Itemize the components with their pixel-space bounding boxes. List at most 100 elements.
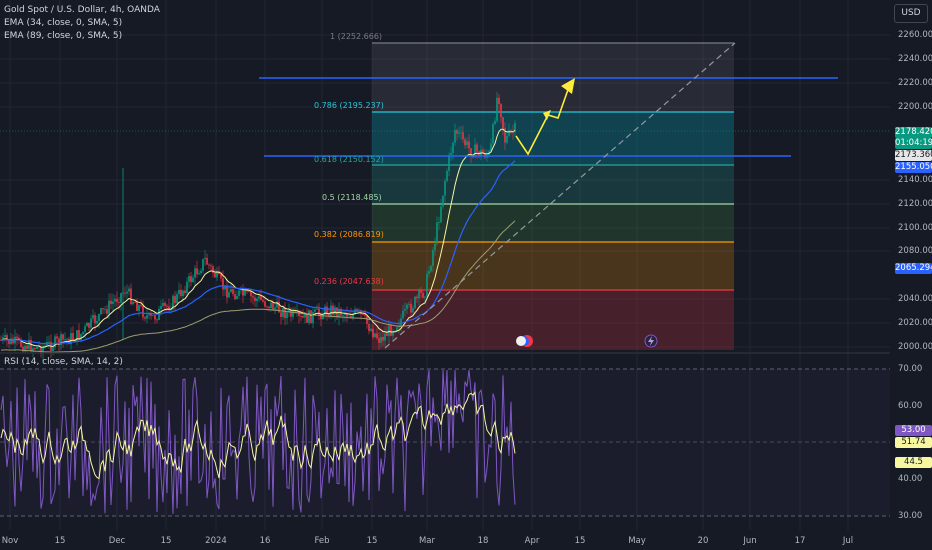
candle-body <box>170 309 172 311</box>
price-label: 2020.000 <box>898 318 932 328</box>
candle-body <box>2 337 4 341</box>
rsi-ma-line <box>0 391 516 480</box>
candle-body <box>80 333 82 340</box>
candle-body <box>404 308 406 311</box>
rsi-legend[interactable]: RSI (14, close, SMA, 14, 2) <box>4 357 123 367</box>
candle-body <box>84 326 86 332</box>
candle-body <box>432 250 434 266</box>
candle-body <box>128 288 130 292</box>
candle-body <box>514 123 516 133</box>
candle-body <box>418 290 420 299</box>
last-price-tag: 2178.420 <box>895 127 932 138</box>
candle-body <box>214 272 216 278</box>
price-label: 2100.000 <box>898 223 932 233</box>
candle-body <box>338 308 340 318</box>
fib-level-0382: 0.382 (2086.819) <box>314 230 384 239</box>
candle-body <box>142 305 144 318</box>
candle-body <box>316 308 318 310</box>
candle-body <box>38 346 40 348</box>
candle-body <box>6 335 8 341</box>
candle-body <box>262 299 264 302</box>
rsi-label: 70.00 <box>898 364 923 374</box>
candle-body <box>342 315 344 316</box>
candle-body <box>224 285 226 290</box>
candle-body <box>328 314 330 317</box>
candle-body <box>288 309 290 313</box>
candle-body <box>320 314 322 320</box>
candle-body <box>280 312 282 318</box>
time-label: Jun <box>743 536 757 546</box>
candle-body <box>500 103 502 118</box>
candle-body <box>114 298 116 302</box>
candle-body <box>182 290 184 297</box>
candle-body <box>460 132 462 134</box>
candle-body <box>384 333 386 341</box>
ema34-line <box>0 128 516 348</box>
currency-icon[interactable] <box>516 335 533 347</box>
time-label: 16 <box>259 536 271 546</box>
candle-body <box>256 298 258 301</box>
candle-body <box>496 97 498 121</box>
trend-dashed-line[interactable] <box>384 42 736 349</box>
candle-body <box>126 291 128 294</box>
candle-body <box>106 309 108 314</box>
candle-body <box>138 305 140 311</box>
candle-body <box>140 305 142 307</box>
candle-body <box>392 331 394 336</box>
candle-body <box>426 273 428 297</box>
candle-body <box>30 339 32 352</box>
candle-body <box>92 315 94 319</box>
candle-body <box>62 334 64 340</box>
candle-body <box>390 325 392 336</box>
fib-zone <box>372 242 734 290</box>
candle-body <box>340 308 342 316</box>
candle-body <box>26 345 28 350</box>
candle-body <box>490 143 492 152</box>
rsi-label: 40.00 <box>898 474 923 484</box>
candle-body <box>254 297 256 301</box>
candle-body <box>56 336 58 339</box>
candle-body <box>48 341 50 343</box>
candle-body <box>308 310 310 323</box>
candle-body <box>234 294 236 300</box>
candle-body <box>474 144 476 158</box>
candle-body <box>412 308 414 313</box>
candle-body <box>204 257 206 260</box>
candle-body <box>144 317 146 319</box>
candle-body <box>334 307 336 315</box>
candle-body <box>298 311 300 316</box>
candle-body <box>266 306 268 308</box>
fib-zone <box>372 165 734 204</box>
candle-body <box>166 305 168 307</box>
candle-body <box>162 303 164 306</box>
fib-level-05: 0.5 (2118.485) <box>322 193 382 202</box>
candle-body <box>274 307 276 310</box>
candle-body <box>152 315 154 317</box>
candle-body <box>364 314 366 316</box>
candle-body <box>120 293 122 303</box>
candle-body <box>246 289 248 292</box>
candle-body <box>506 135 508 143</box>
candle-body <box>66 338 68 340</box>
currency-button[interactable]: USD <box>894 4 928 23</box>
candle-body <box>356 309 358 311</box>
candle-body <box>164 303 166 306</box>
candle-body <box>370 328 372 332</box>
candle-body <box>192 277 194 283</box>
candle-body <box>110 300 112 304</box>
candle-body <box>428 271 430 274</box>
candle-body <box>70 333 72 345</box>
candle-body <box>0 340 2 341</box>
ema89-legend[interactable]: EMA (89, close, 0, SMA, 5) <box>4 31 123 41</box>
lightning-icon[interactable] <box>644 334 658 348</box>
candle-body <box>96 321 98 324</box>
candle-body <box>300 315 302 317</box>
ema34-legend[interactable]: EMA (34, close, 0, SMA, 5) <box>4 18 123 28</box>
candle-body <box>482 149 484 154</box>
candle-body <box>184 290 186 294</box>
price-label: 2000.000 <box>898 342 932 352</box>
candle-body <box>306 313 308 323</box>
price-label: 2120.000 <box>898 199 932 209</box>
symbol-title[interactable]: Gold Spot / U.S. Dollar, 4h, OANDA <box>4 5 160 15</box>
